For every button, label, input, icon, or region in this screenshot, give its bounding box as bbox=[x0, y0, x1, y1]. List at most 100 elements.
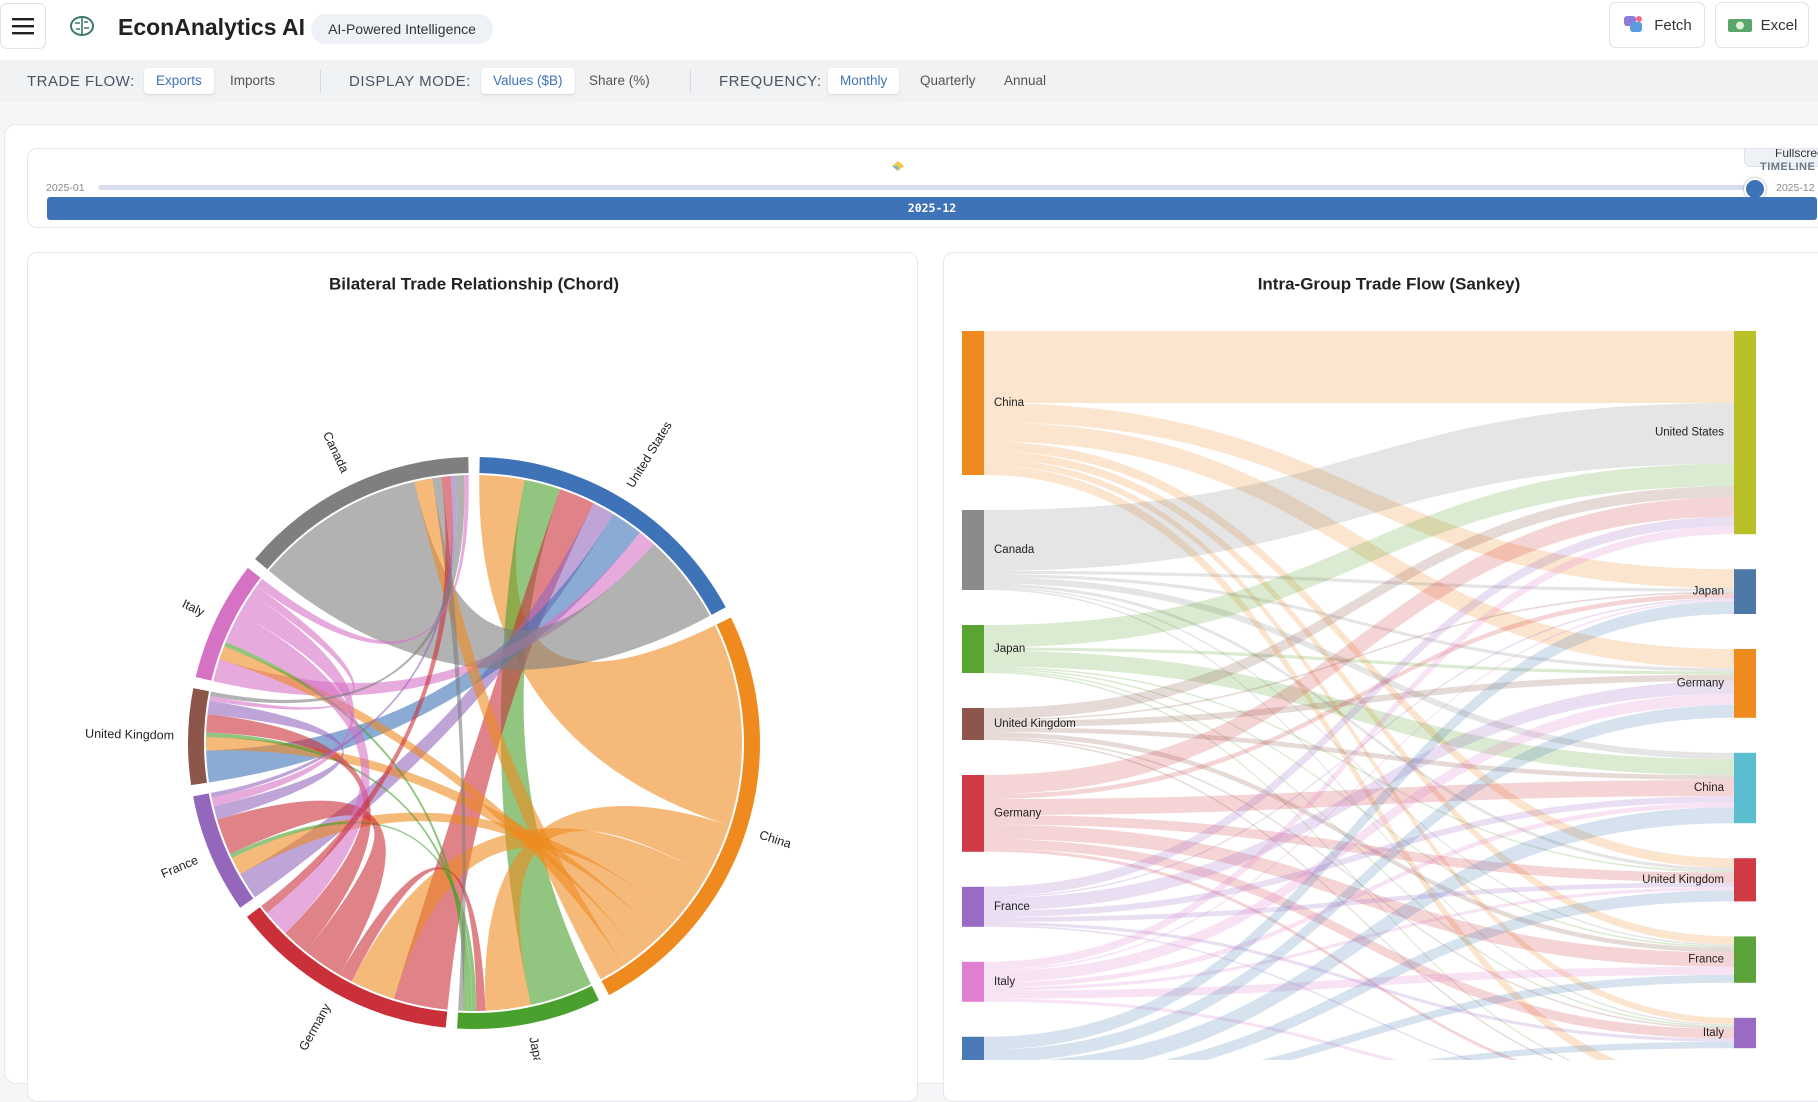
timeline-end: 2025-12 bbox=[1776, 182, 1815, 194]
target-node bbox=[1734, 331, 1756, 535]
ribbon bbox=[206, 714, 371, 952]
source-node bbox=[962, 886, 984, 927]
chord-card: Bilateral Trade Relationship (Chord) Uni… bbox=[27, 252, 918, 1102]
link bbox=[984, 802, 1734, 988]
link bbox=[984, 925, 1734, 1101]
country-label: Germany bbox=[296, 1001, 334, 1053]
link bbox=[984, 671, 1734, 1095]
link bbox=[984, 922, 1734, 1042]
link bbox=[984, 882, 1734, 922]
source-node bbox=[962, 331, 984, 475]
country-label: Japan bbox=[526, 1036, 546, 1060]
link bbox=[984, 966, 1734, 999]
fetch-icon bbox=[1624, 16, 1643, 32]
ribbon bbox=[217, 800, 386, 975]
link bbox=[984, 674, 1734, 728]
target-label: Italy bbox=[1703, 1027, 1724, 1039]
fullscreen-label: Fullscreen bbox=[1775, 148, 1818, 160]
link bbox=[984, 441, 1734, 868]
control-option[interactable]: Share (%) bbox=[589, 73, 650, 88]
link bbox=[984, 839, 1734, 1039]
link bbox=[984, 465, 1734, 1093]
target-label: China bbox=[1694, 782, 1725, 794]
target-node bbox=[1734, 858, 1756, 902]
control-option[interactable]: Annual bbox=[1004, 73, 1047, 88]
link bbox=[984, 516, 1734, 897]
ribbon bbox=[268, 481, 710, 670]
link bbox=[984, 463, 1734, 648]
target-label: Japan bbox=[1693, 586, 1724, 598]
link bbox=[984, 534, 1734, 1037]
source-node bbox=[962, 1036, 984, 1101]
arc bbox=[255, 457, 469, 570]
country-label: United States bbox=[624, 419, 675, 490]
separator bbox=[320, 70, 321, 92]
excel-icon bbox=[1727, 19, 1752, 32]
control-option[interactable]: Values ($B) bbox=[481, 68, 575, 94]
ribbon bbox=[206, 514, 640, 783]
fetch-button[interactable]: Fetch bbox=[1609, 2, 1705, 48]
ribbon bbox=[479, 475, 742, 826]
country-label: Italy bbox=[180, 597, 207, 620]
control-option[interactable]: Exports bbox=[144, 68, 214, 94]
link bbox=[984, 570, 1734, 592]
controls-bar: TRADE FLOW: Exports Imports DISPLAY MODE: Va… bbox=[0, 60, 1818, 102]
link bbox=[984, 586, 1734, 946]
link bbox=[984, 601, 1734, 1050]
ribbon bbox=[225, 613, 370, 934]
target-node bbox=[1734, 569, 1756, 614]
ribbon bbox=[211, 593, 354, 807]
link bbox=[984, 727, 1734, 780]
link bbox=[984, 890, 1734, 1090]
excel-button[interactable]: Excel bbox=[1715, 2, 1809, 48]
source-label: Japan bbox=[994, 643, 1025, 655]
link bbox=[984, 403, 1734, 589]
arc bbox=[479, 457, 726, 615]
link bbox=[984, 331, 1734, 403]
ribbon bbox=[207, 700, 344, 820]
timeline-panel: 2025-01 2025-12 2025-12 Fullscreen TIMEL… bbox=[27, 148, 1818, 228]
sankey-chart: Intra-Group Trade Flow (Sankey) China Can… bbox=[962, 274, 1756, 1101]
link bbox=[984, 668, 1734, 948]
link bbox=[984, 815, 1734, 883]
control-option[interactable]: Monthly bbox=[828, 68, 900, 94]
control-option[interactable]: Imports bbox=[230, 73, 276, 88]
sankey-card: Intra-Group Trade Flow (Sankey) China Can… bbox=[943, 252, 1818, 1102]
chart-title: Bilateral Trade Relationship (Chord) bbox=[329, 274, 619, 293]
link bbox=[984, 497, 1734, 795]
link bbox=[984, 459, 1734, 1025]
app-title: EconAnalytics AI bbox=[118, 14, 306, 40]
link bbox=[984, 583, 1734, 871]
target-node bbox=[1734, 1017, 1756, 1049]
menu-button[interactable] bbox=[0, 3, 46, 49]
arc bbox=[246, 907, 448, 1028]
excel-label: Excel bbox=[1760, 16, 1798, 34]
badge: AI-Powered Intelligence bbox=[311, 14, 493, 44]
arc bbox=[193, 793, 254, 908]
control-option[interactable]: Quarterly bbox=[920, 73, 976, 88]
target-node bbox=[1734, 936, 1756, 983]
link bbox=[984, 599, 1734, 972]
link bbox=[984, 451, 1734, 945]
source-label: Canada bbox=[994, 544, 1035, 556]
link bbox=[984, 598, 1734, 898]
link bbox=[984, 526, 1734, 970]
link bbox=[984, 796, 1734, 918]
source-label: China bbox=[994, 397, 1025, 409]
source-label: United Kingdom bbox=[994, 718, 1076, 730]
link bbox=[984, 738, 1734, 1096]
link bbox=[984, 824, 1734, 967]
link bbox=[984, 577, 1734, 760]
timeline-label: TIMELINE bbox=[1760, 161, 1816, 173]
arc bbox=[188, 688, 210, 786]
link bbox=[984, 693, 1734, 983]
target-label: France bbox=[1688, 954, 1724, 966]
timeline-track[interactable] bbox=[98, 185, 1753, 190]
link bbox=[984, 650, 1734, 776]
ribbon bbox=[240, 503, 614, 898]
link bbox=[984, 848, 1734, 1100]
link bbox=[984, 422, 1734, 669]
fullscreen-button[interactable]: Fullscreen bbox=[1744, 148, 1818, 167]
ribbon bbox=[339, 867, 486, 1011]
arc bbox=[457, 985, 599, 1029]
